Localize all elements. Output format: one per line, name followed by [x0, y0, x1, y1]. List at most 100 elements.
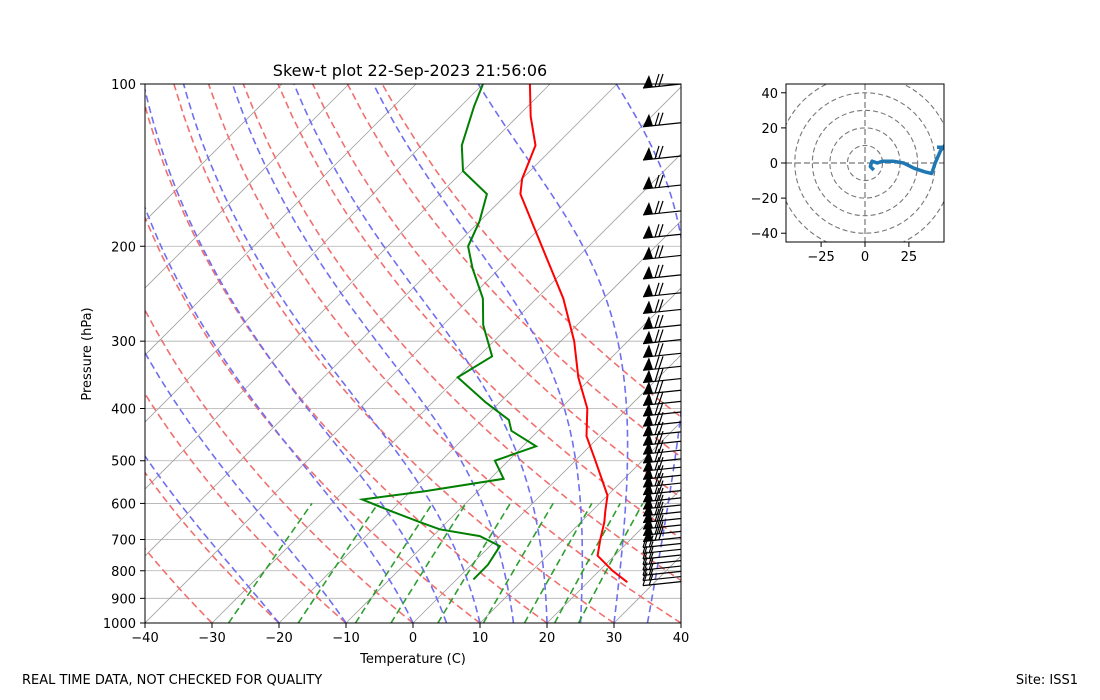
- x-tick-label: −20: [265, 631, 292, 646]
- mixing-ratio-line: [390, 502, 467, 623]
- dry-adiabat: [346, 84, 681, 458]
- dry-adiabat: [145, 102, 548, 623]
- isotherm-line: [345, 287, 681, 623]
- hodo-x-tick-label: 0: [861, 250, 869, 265]
- wind-barb: [642, 145, 682, 161]
- isotherm-line: [211, 153, 681, 623]
- wind-barb: [642, 343, 682, 358]
- y-tick-label: 200: [111, 240, 136, 255]
- mixing-ratio-line: [437, 502, 511, 623]
- moist-adiabat: [145, 351, 347, 623]
- dry-adiabat: [381, 84, 681, 418]
- mixing-ratio-line: [553, 503, 621, 623]
- temperature-trace: [519, 84, 628, 583]
- y-axis-label: Pressure (hPa): [80, 307, 95, 400]
- wind-barb: [642, 545, 682, 560]
- isotherm-line: [412, 354, 681, 623]
- moist-adiabat: [145, 454, 280, 623]
- dry-adiabat: [145, 471, 280, 623]
- wind-barb: [642, 356, 682, 371]
- wind-barb: [642, 556, 682, 571]
- wind-barb: [642, 562, 682, 576]
- x-tick-label: 20: [539, 631, 556, 646]
- isotherm-line: [145, 84, 417, 356]
- hodograph-trace: [868, 143, 944, 176]
- wind-barb: [642, 174, 682, 190]
- dry-adiabat: [311, 84, 681, 499]
- isotherm-line: [145, 84, 551, 490]
- isotherm-line: [145, 84, 618, 557]
- moist-adiabat: [293, 84, 548, 623]
- wind-barb: [642, 245, 682, 261]
- x-tick-label: −10: [332, 631, 359, 646]
- isotherm-line: [145, 84, 283, 222]
- x-tick-label: 10: [472, 631, 489, 646]
- chart-title: Skew-t plot 22-Sep-2023 21:56:06: [273, 61, 547, 80]
- mixing-ratio-line: [297, 502, 379, 623]
- y-tick-label: 600: [111, 497, 136, 512]
- wind-barb: [642, 567, 682, 582]
- quality-notice: REAL TIME DATA, NOT CHECKED FOR QUALITY: [22, 673, 323, 688]
- hodo-y-tick-label: 0: [770, 157, 778, 172]
- isotherm-line: [546, 488, 681, 623]
- x-tick-label: −40: [131, 631, 158, 646]
- y-tick-label: 100: [111, 78, 136, 93]
- wind-barb: [642, 200, 682, 216]
- moist-adiabat: [182, 84, 481, 623]
- mixing-ratio-line: [523, 502, 593, 623]
- wind-barb: [642, 540, 682, 554]
- dry-adiabat: [173, 84, 615, 623]
- isotherm-line: [613, 555, 681, 623]
- y-tick-label: 1000: [103, 617, 136, 632]
- wind-barb: [642, 368, 682, 384]
- wind-barb: [642, 112, 682, 128]
- x-axis-label: Temperature (C): [359, 652, 466, 667]
- dry-adiabat: [242, 84, 681, 582]
- isotherm-line: [145, 84, 484, 423]
- wind-barb: [642, 572, 682, 587]
- wind-barb: [642, 224, 682, 239]
- isotherm-line: [680, 622, 681, 623]
- x-tick-label: 40: [673, 631, 690, 646]
- dry-adiabat: [207, 84, 681, 623]
- y-tick-label: 800: [111, 565, 136, 580]
- y-tick-label: 300: [111, 335, 136, 350]
- hodo-y-tick-label: 40: [761, 87, 778, 102]
- wind-barb: [642, 380, 682, 395]
- mixing-ratio-line: [354, 502, 434, 623]
- dry-adiabat: [145, 215, 481, 623]
- dry-adiabat: [145, 547, 213, 623]
- wind-barb: [642, 329, 682, 345]
- moist-adiabat: [231, 84, 515, 623]
- mixing-ratio-line: [227, 502, 313, 623]
- isotherm-line: [145, 84, 350, 289]
- x-tick-label: −30: [198, 631, 225, 646]
- y-tick-label: 900: [111, 592, 136, 607]
- site-label: Site: ISS1: [1015, 673, 1078, 688]
- hodo-x-tick-label: 25: [901, 250, 918, 265]
- wind-barb: [642, 299, 682, 315]
- mixing-ratio-line: [577, 503, 644, 623]
- y-tick-label: 700: [111, 534, 136, 549]
- hodo-y-tick-label: 20: [761, 122, 778, 137]
- moist-adiabat: [477, 84, 629, 623]
- moist-adiabat: [145, 205, 414, 623]
- wind-barb: [642, 314, 682, 330]
- dry-adiabat: [145, 308, 414, 623]
- dry-adiabat: [145, 392, 347, 623]
- dewpoint-trace: [358, 84, 539, 581]
- wind-barb: [642, 534, 682, 549]
- y-tick-label: 400: [111, 403, 136, 418]
- dry-adiabat: [277, 84, 681, 540]
- wind-barb: [642, 282, 682, 298]
- wind-barb: [642, 73, 682, 89]
- x-tick-label: 30: [606, 631, 623, 646]
- moist-adiabat: [145, 86, 448, 623]
- hodo-y-tick-label: −40: [751, 227, 778, 242]
- hodo-x-tick-label: −25: [807, 250, 834, 265]
- isotherm-line: [479, 421, 681, 623]
- y-tick-label: 500: [111, 455, 136, 470]
- moist-adiabat: [372, 84, 584, 623]
- isotherm-line: [278, 220, 681, 623]
